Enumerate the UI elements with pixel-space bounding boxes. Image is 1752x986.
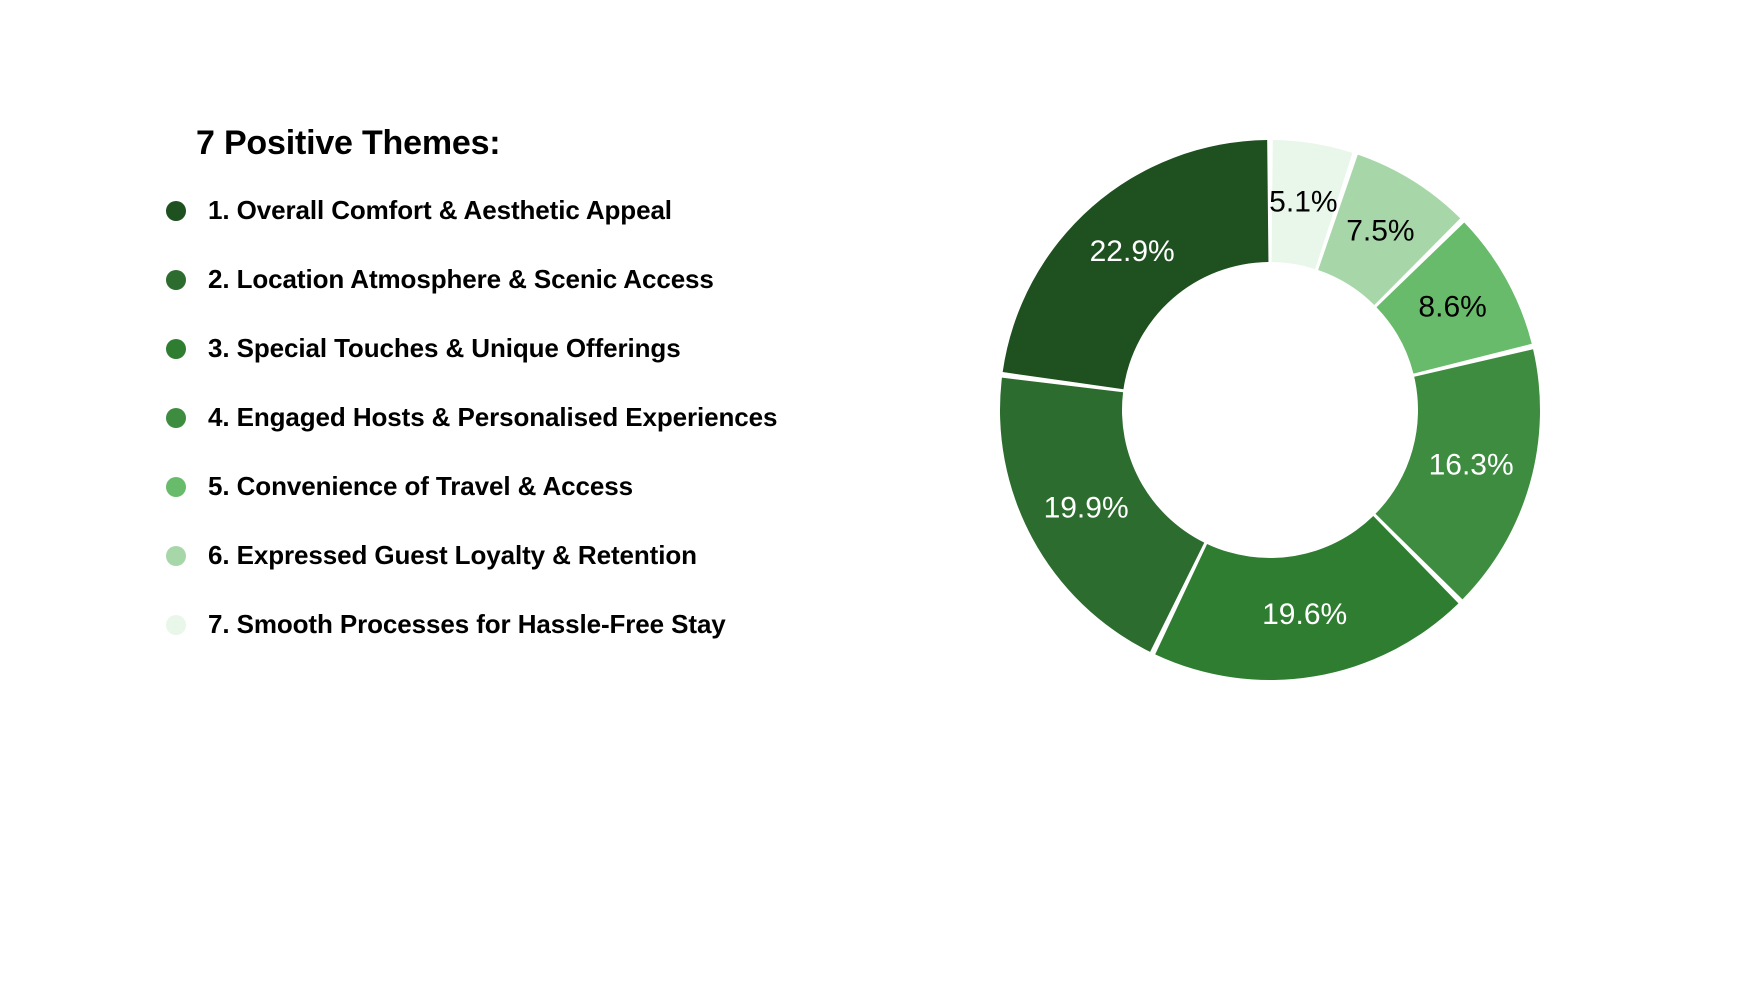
legend-item-label: 2. Location Atmosphere & Scenic Access [208,264,714,295]
legend-bullet-icon [166,477,186,497]
legend-item-label: 7. Smooth Processes for Hassle-Free Stay [208,609,726,640]
donut-slice-label: 7.5% [1346,214,1414,247]
legend-item: 7. Smooth Processes for Hassle-Free Stay [166,609,896,640]
legend-item: 2. Location Atmosphere & Scenic Access [166,264,896,295]
legend-bullet-icon [166,201,186,221]
donut-slice-label: 5.1% [1269,186,1337,219]
legend-title: 7 Positive Themes: [196,124,896,163]
donut-chart: 5.1% 7.5% 8.6% 16.3% 19.6% 19.9% 22.9% [950,90,1590,730]
legend-bullet-icon [166,270,186,290]
legend-bullet-icon [166,615,186,635]
legend-item: 5. Convenience of Travel & Access [166,471,896,502]
legend-item: 3. Special Touches & Unique Offerings [166,333,896,364]
legend-item: 1. Overall Comfort & Aesthetic Appeal [166,195,896,226]
legend-item-label: 4. Engaged Hosts & Personalised Experien… [208,402,777,433]
legend-bullet-icon [166,339,186,359]
legend-panel: 7 Positive Themes: 1. Overall Comfort & … [196,124,896,640]
legend-bullet-icon [166,408,186,428]
legend-item: 6. Expressed Guest Loyalty & Retention [166,540,896,571]
legend-item: 4. Engaged Hosts & Personalised Experien… [166,402,896,433]
donut-slice-label: 16.3% [1429,449,1514,482]
legend-item-label: 3. Special Touches & Unique Offerings [208,333,681,364]
donut-svg: 5.1% 7.5% 8.6% 16.3% 19.6% 19.9% 22.9% [950,90,1590,730]
chart-slide: 7 Positive Themes: 1. Overall Comfort & … [0,0,1752,986]
donut-slice-label: 8.6% [1418,290,1486,323]
donut-slice-label: 19.6% [1262,598,1347,631]
donut-slice-label: 19.9% [1044,491,1129,524]
legend-bullet-icon [166,546,186,566]
donut-slice-label: 22.9% [1090,235,1175,268]
legend-item-label: 1. Overall Comfort & Aesthetic Appeal [208,195,672,226]
legend-item-label: 6. Expressed Guest Loyalty & Retention [208,540,697,571]
legend-item-label: 5. Convenience of Travel & Access [208,471,633,502]
legend-list: 1. Overall Comfort & Aesthetic Appeal 2.… [166,195,896,640]
